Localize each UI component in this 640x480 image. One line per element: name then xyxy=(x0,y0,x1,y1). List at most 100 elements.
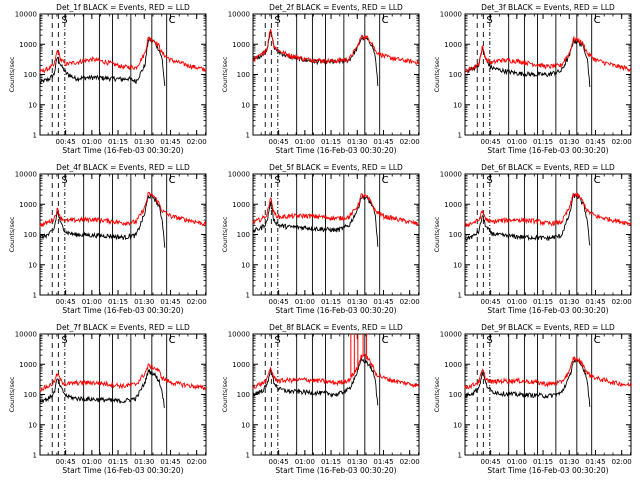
ytick-label: 100 xyxy=(237,231,250,239)
ytick-label: 1000 xyxy=(444,41,462,49)
panel-2: Det_2f BLACK = Events, RED = LLD 1 10 100 10… xyxy=(221,3,420,155)
xtick-label: 01:30 xyxy=(347,138,367,146)
xtick-label: 01:00 xyxy=(295,458,315,466)
xtick-label: 01:15 xyxy=(321,458,341,466)
y-axis-label: Counts/sec xyxy=(221,216,229,252)
ytick-label: 1 xyxy=(458,292,462,300)
x-axis-label: Start Time (16-Feb-03 00:30:20) xyxy=(62,306,183,315)
panel-title: Det_5f BLACK = Events, RED = LLD xyxy=(269,163,403,172)
xtick-label: 02:00 xyxy=(187,138,207,146)
ytick-label: 1000 xyxy=(232,201,250,209)
xtick-label: 02:00 xyxy=(187,458,207,466)
marker-label: S xyxy=(61,175,67,186)
ytick-label: 1 xyxy=(33,292,37,300)
xtick-label: 01:45 xyxy=(585,138,605,146)
panel-5: Det_5f BLACK = Events, RED = LLD 1 10 100 10… xyxy=(221,163,420,315)
y-axis-label: Counts/sec xyxy=(221,376,229,412)
panel-title: Det_9f BLACK = Events, RED = LLD xyxy=(481,323,615,332)
xtick-label: 00:45 xyxy=(481,298,501,306)
marker-label: S xyxy=(274,15,280,26)
xtick-label: 01:45 xyxy=(373,298,393,306)
marker-label: C xyxy=(169,175,176,186)
series-events-line xyxy=(252,357,379,406)
ytick-label: 1 xyxy=(246,292,250,300)
xtick-label: 01:30 xyxy=(559,298,579,306)
y-axis-label: Counts/sec xyxy=(433,216,441,252)
y-axis-label: Counts/sec xyxy=(433,56,441,92)
xtick-label: 01:15 xyxy=(321,298,341,306)
ytick-label: 1 xyxy=(33,452,37,460)
marker-label: S xyxy=(486,15,492,26)
xtick-label: 01:00 xyxy=(295,138,315,146)
xtick-label: 01:00 xyxy=(82,458,102,466)
panel-title: Det_1f BLACK = Events, RED = LLD xyxy=(56,3,190,12)
y-axis-label: Counts/sec xyxy=(8,56,16,92)
ytick-label: 10 xyxy=(241,421,250,429)
ytick-label: 1 xyxy=(33,132,37,140)
xtick-label: 00:45 xyxy=(269,458,289,466)
xtick-label: 01:45 xyxy=(160,458,180,466)
panel-title: Det_7f BLACK = Events, RED = LLD xyxy=(56,323,190,332)
panel-title: Det_6f BLACK = Events, RED = LLD xyxy=(481,163,615,172)
series-lld-line xyxy=(464,35,632,74)
ytick-label: 100 xyxy=(237,391,250,399)
marker-label: C xyxy=(382,175,389,186)
marker-label: C xyxy=(382,15,389,26)
xtick-label: 00:45 xyxy=(56,138,76,146)
marker-label: C xyxy=(594,15,601,26)
marker-label: S xyxy=(486,335,492,346)
series-events-line xyxy=(464,358,591,407)
xtick-label: 01:15 xyxy=(108,298,128,306)
series-lld-line xyxy=(39,36,207,74)
xtick-label: 01:00 xyxy=(82,138,102,146)
ytick-label: 10 xyxy=(453,101,462,109)
ytick-label: 100 xyxy=(449,391,462,399)
ytick-label: 100 xyxy=(24,231,37,239)
xtick-label: 02:00 xyxy=(187,298,207,306)
series-events-line xyxy=(39,194,166,248)
ytick-label: 10 xyxy=(28,261,37,269)
series-lld-line xyxy=(252,28,420,66)
xtick-label: 01:15 xyxy=(533,138,553,146)
x-axis-label: Start Time (16-Feb-03 00:30:20) xyxy=(275,466,396,475)
xtick-label: 01:15 xyxy=(533,458,553,466)
ytick-label: 10 xyxy=(28,101,37,109)
ytick-label: 10000 xyxy=(440,331,462,339)
xtick-label: 01:30 xyxy=(559,138,579,146)
ytick-label: 10000 xyxy=(228,331,250,339)
xtick-label: 01:30 xyxy=(134,298,154,306)
xtick-label: 01:15 xyxy=(108,138,128,146)
ytick-label: 1000 xyxy=(19,41,37,49)
series-events-line xyxy=(39,368,166,408)
ytick-label: 1000 xyxy=(19,201,37,209)
xtick-label: 01:45 xyxy=(373,458,393,466)
marker-label: C xyxy=(594,335,601,346)
ytick-label: 10000 xyxy=(440,171,462,179)
panel-8: Det_8f BLACK = Events, RED = LLD 1 10 100 10… xyxy=(221,323,420,475)
xtick-label: 01:30 xyxy=(559,458,579,466)
xtick-label: 02:00 xyxy=(400,458,420,466)
series-lld-line xyxy=(252,193,420,226)
xtick-label: 02:00 xyxy=(612,138,632,146)
marker-label: S xyxy=(486,175,492,186)
xtick-label: 01:45 xyxy=(160,298,180,306)
xtick-label: 01:30 xyxy=(347,298,367,306)
xtick-label: 01:15 xyxy=(321,138,341,146)
ytick-label: 10000 xyxy=(15,11,37,19)
x-axis-label: Start Time (16-Feb-03 00:30:20) xyxy=(275,146,396,155)
xtick-label: 01:00 xyxy=(507,138,527,146)
ytick-label: 10 xyxy=(241,101,250,109)
marker-label: S xyxy=(61,15,67,26)
panel-1: Det_1f BLACK = Events, RED = LLD 1 10 100 10… xyxy=(8,3,207,155)
x-axis-label: Start Time (16-Feb-03 00:30:20) xyxy=(487,306,608,315)
series-events-line xyxy=(39,36,166,87)
xtick-label: 00:45 xyxy=(481,458,501,466)
ytick-label: 100 xyxy=(237,71,250,79)
xtick-label: 01:15 xyxy=(108,458,128,466)
xtick-label: 01:45 xyxy=(373,138,393,146)
xtick-label: 00:45 xyxy=(481,138,501,146)
panel-title: Det_2f BLACK = Events, RED = LLD xyxy=(269,3,403,12)
xtick-label: 01:45 xyxy=(585,298,605,306)
marker-label: S xyxy=(61,335,67,346)
